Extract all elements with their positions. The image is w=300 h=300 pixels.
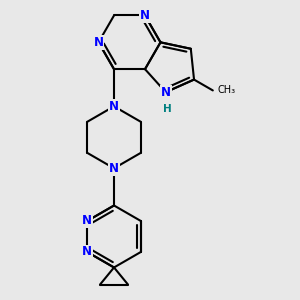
Text: CH₃: CH₃ bbox=[218, 85, 236, 95]
Text: N: N bbox=[140, 9, 150, 22]
Text: N: N bbox=[94, 36, 103, 49]
Text: N: N bbox=[109, 162, 119, 175]
Text: N: N bbox=[161, 86, 171, 99]
Text: N: N bbox=[82, 214, 92, 227]
Text: H: H bbox=[163, 104, 172, 114]
Text: N: N bbox=[109, 100, 119, 113]
Text: N: N bbox=[82, 245, 92, 259]
